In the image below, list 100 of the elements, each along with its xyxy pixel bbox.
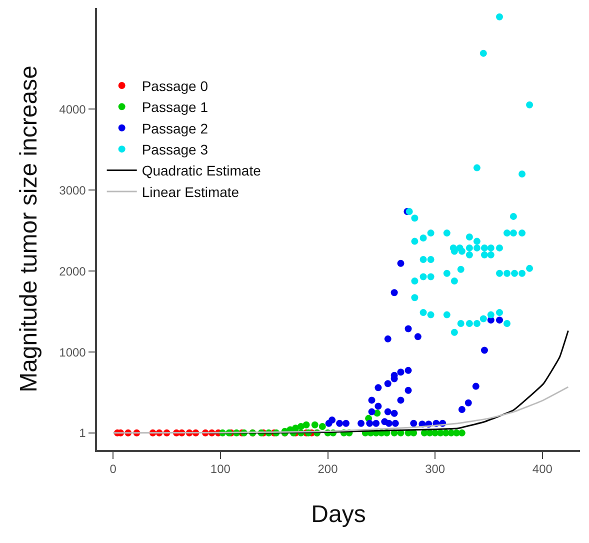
point xyxy=(466,234,473,241)
point xyxy=(390,410,398,417)
y-tick-label: 1000 xyxy=(59,345,86,360)
point xyxy=(366,420,374,427)
point xyxy=(342,420,350,427)
legend-label: Quadratic Estimate xyxy=(142,162,262,179)
point xyxy=(358,420,365,427)
point xyxy=(458,406,466,414)
point xyxy=(384,335,392,342)
point xyxy=(466,320,473,327)
point xyxy=(384,380,392,388)
point xyxy=(443,230,450,237)
point xyxy=(466,251,473,258)
point xyxy=(374,402,382,410)
legend-label: Passage 2 xyxy=(142,120,208,136)
point xyxy=(336,420,344,427)
point xyxy=(518,270,526,277)
point xyxy=(420,234,427,242)
point xyxy=(480,251,488,258)
y-tick-label: 1 xyxy=(79,426,86,440)
point xyxy=(328,416,336,424)
point xyxy=(473,238,480,245)
x-tick-label: 0 xyxy=(110,462,117,476)
point xyxy=(420,309,427,316)
legend-label: Passage 0 xyxy=(142,78,208,94)
x-tick-label: 400 xyxy=(532,462,553,476)
y-tick-label: 4000 xyxy=(59,102,86,116)
point xyxy=(510,230,517,237)
point xyxy=(458,248,466,255)
x-tick-label: 100 xyxy=(210,462,231,476)
point xyxy=(504,320,511,327)
point xyxy=(404,325,412,332)
x-axis-title: Days xyxy=(311,500,366,528)
point xyxy=(450,278,458,285)
point xyxy=(504,230,511,237)
point xyxy=(427,230,434,237)
point xyxy=(397,396,404,404)
point xyxy=(458,429,466,436)
point xyxy=(397,368,404,376)
point xyxy=(511,270,518,277)
point xyxy=(473,164,480,172)
point xyxy=(464,399,472,406)
point xyxy=(480,244,488,252)
point xyxy=(510,212,517,220)
point xyxy=(374,384,382,392)
point xyxy=(427,256,434,264)
point xyxy=(385,420,392,427)
point xyxy=(443,311,450,318)
point xyxy=(311,421,318,428)
point xyxy=(302,421,310,428)
point xyxy=(404,366,412,374)
point xyxy=(390,289,398,296)
legend-label: Linear Estimate xyxy=(142,184,240,200)
point xyxy=(414,333,422,340)
point xyxy=(466,244,473,252)
point xyxy=(427,311,434,318)
point xyxy=(518,170,526,178)
point xyxy=(496,309,503,316)
point xyxy=(496,13,503,20)
point xyxy=(504,270,511,277)
point xyxy=(404,386,412,394)
point xyxy=(427,273,434,280)
point xyxy=(368,396,376,404)
point xyxy=(496,270,503,277)
point xyxy=(318,423,326,430)
point xyxy=(368,408,376,416)
point xyxy=(473,320,480,327)
point xyxy=(443,270,450,277)
point xyxy=(480,346,488,354)
point xyxy=(496,244,503,252)
point xyxy=(457,320,464,327)
legend-label: Passage 3 xyxy=(142,142,208,158)
point xyxy=(526,101,534,108)
point xyxy=(480,50,487,57)
point xyxy=(487,251,494,258)
point xyxy=(411,238,418,245)
point xyxy=(420,256,427,264)
point xyxy=(487,311,494,318)
point xyxy=(384,408,392,416)
point xyxy=(473,244,480,252)
point xyxy=(526,264,534,272)
point xyxy=(518,230,526,237)
x-tick-label: 300 xyxy=(425,462,446,476)
legend-label: Passage 1 xyxy=(142,99,208,116)
point xyxy=(411,278,418,285)
point xyxy=(392,420,399,427)
y-tick-label: 3000 xyxy=(59,183,86,198)
point xyxy=(496,316,503,324)
point xyxy=(450,328,458,336)
x-tick-label: 200 xyxy=(318,462,338,476)
y-axis-title: Magnitude tumor size increase xyxy=(16,66,43,392)
point xyxy=(420,273,427,280)
point xyxy=(397,260,404,267)
point xyxy=(480,315,487,322)
point xyxy=(411,294,418,302)
point xyxy=(457,266,464,273)
point xyxy=(472,382,480,390)
y-tick-label: 2000 xyxy=(59,264,86,278)
point xyxy=(411,214,418,222)
point xyxy=(487,244,494,252)
